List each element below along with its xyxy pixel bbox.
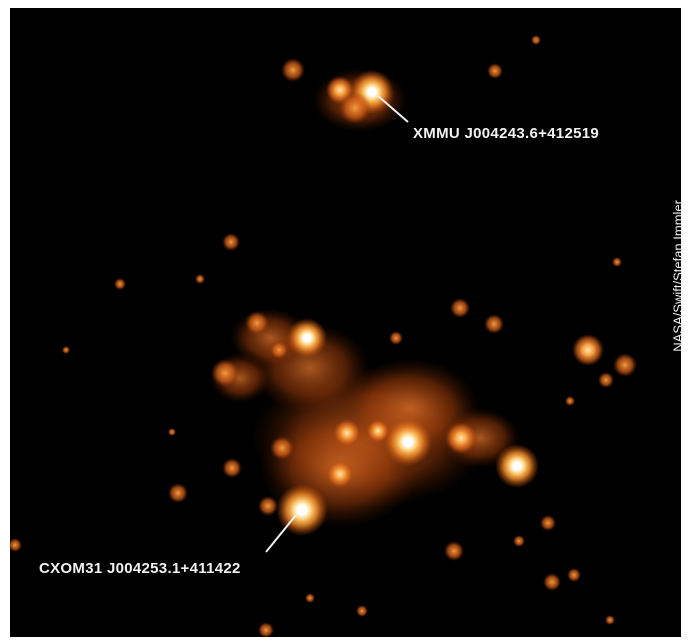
xray-source-glow [572, 334, 604, 366]
xray-source-glow [305, 593, 315, 603]
xray-source-glow [598, 372, 614, 388]
xray-source-glow [222, 233, 240, 251]
xray-source-glow [495, 444, 539, 488]
xray-source-glow [326, 460, 354, 488]
xray-source-glow [613, 353, 637, 377]
xray-sources [10, 35, 637, 637]
xray-source-glow [384, 418, 432, 466]
xray-source-glow [540, 515, 556, 531]
xray-sky-image [10, 35, 637, 637]
xray-source-glow [222, 458, 242, 478]
xray-source-glow [258, 496, 278, 516]
xray-source-glow [484, 314, 504, 334]
xray-source-glow [531, 35, 541, 45]
pointer-line-lower [265, 514, 297, 553]
xray-source-glow [444, 541, 464, 561]
xray-source-glow [62, 346, 70, 354]
upper-source-label: XMMU J004243.6+412519 [413, 125, 600, 142]
xray-source-glow [245, 311, 269, 335]
pointer-line-upper [377, 95, 409, 123]
xray-source-glow [513, 535, 525, 547]
xray-source-glow [487, 63, 503, 79]
lower-source-label: CXOM31 J004253.1+411422 [39, 560, 241, 577]
xray-source-glow [567, 568, 581, 582]
xray-source-glow [195, 274, 205, 284]
xray-source-glow [211, 359, 239, 387]
xray-source-glow [114, 278, 126, 290]
xray-source-glow [276, 484, 328, 536]
xray-source-glow [339, 92, 371, 124]
xray-image-frame: XMMU J004243.6+412519 CXOM31 J004253.1+4… [10, 8, 681, 637]
xray-source-glow [356, 605, 368, 617]
xray-source-glow [168, 483, 188, 503]
xray-source-glow [168, 428, 176, 436]
xray-source-glow [389, 331, 403, 345]
xray-source-glow [258, 622, 274, 637]
xray-source-glow [333, 419, 361, 447]
xray-source-glow [10, 538, 22, 552]
xray-source-glow [543, 573, 561, 591]
xray-source-glow [270, 341, 288, 359]
xray-source-glow [270, 436, 294, 460]
xray-source-glow [366, 419, 390, 443]
image-credit: NASA/Swift/Stefan Immler [671, 200, 686, 352]
xray-source-glow [445, 422, 477, 454]
xray-source-glow [565, 396, 575, 406]
xray-source-glow [450, 298, 470, 318]
xray-source-glow [287, 318, 327, 358]
xray-source-glow [281, 58, 305, 82]
xray-source-glow [605, 615, 615, 625]
xray-source-glow [612, 257, 622, 267]
